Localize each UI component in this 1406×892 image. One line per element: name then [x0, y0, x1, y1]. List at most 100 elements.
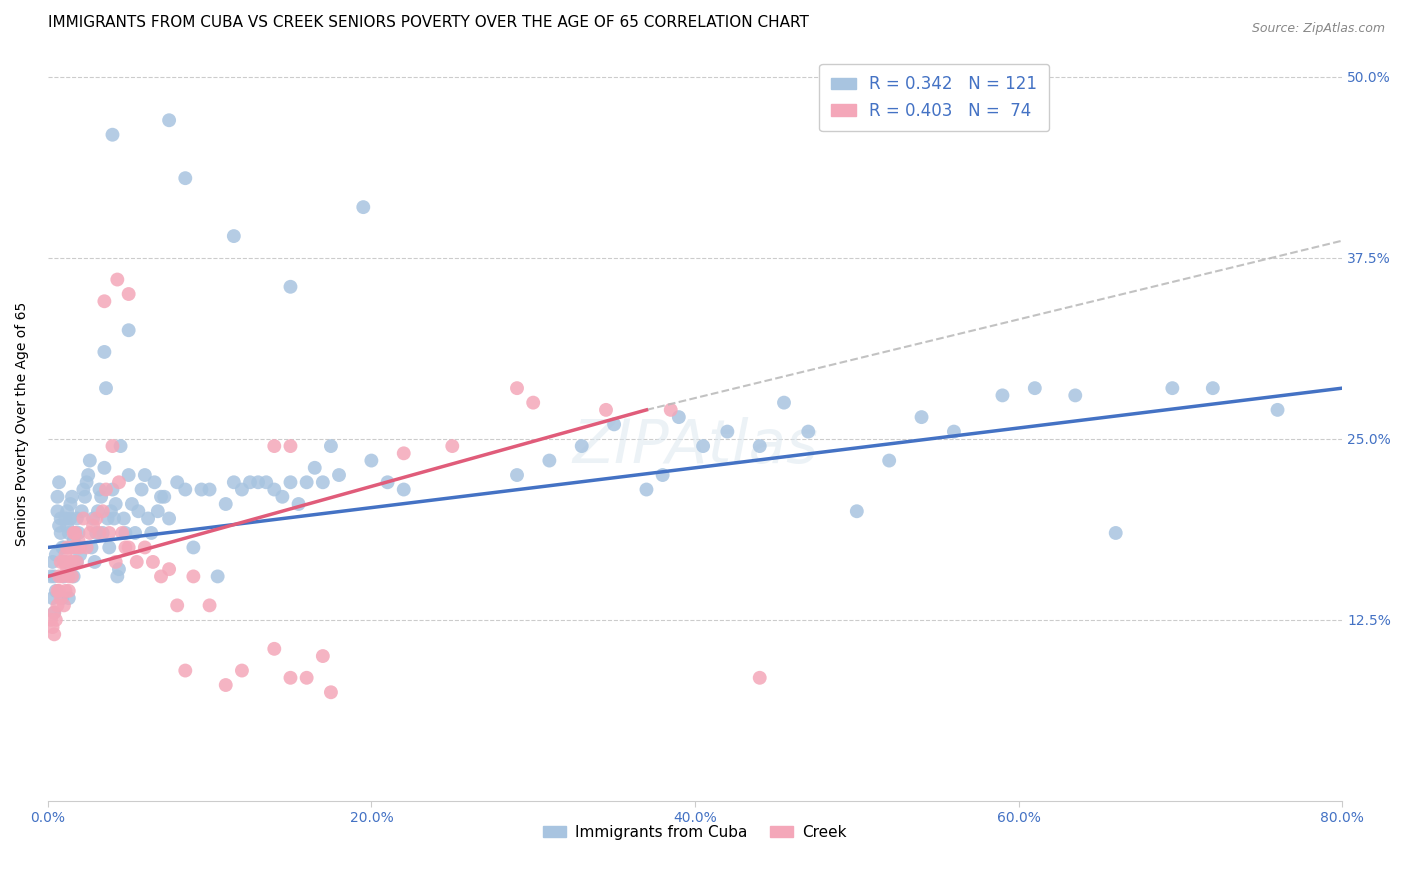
Point: [112, 511, 135, 525]
Point: [39, 569, 62, 583]
Point: [48, 475, 70, 490]
Point: [73, 490, 96, 504]
Point: [377, 475, 399, 490]
Point: [79, 525, 101, 540]
Point: [150, 490, 173, 504]
Point: [65, 525, 87, 540]
Point: [60, 541, 83, 555]
Point: [65, 525, 87, 540]
Point: [52, 599, 75, 613]
Point: [46, 490, 69, 504]
Point: [41, 620, 63, 634]
Point: [328, 468, 350, 483]
Point: [93, 294, 115, 309]
Point: [174, 664, 197, 678]
Point: [125, 555, 148, 569]
Point: [55, 548, 77, 562]
Point: [46, 583, 69, 598]
Point: [280, 280, 302, 294]
Point: [1064, 388, 1087, 402]
Point: [60, 490, 83, 504]
Point: [72, 483, 94, 497]
Point: [45, 548, 67, 562]
Point: [45, 583, 67, 598]
Point: [83, 555, 105, 569]
Point: [52, 569, 75, 583]
Point: [58, 583, 80, 598]
Point: [56, 562, 79, 576]
Point: [1105, 525, 1128, 540]
Point: [76, 475, 98, 490]
Point: [55, 555, 77, 569]
Point: [100, 504, 122, 518]
Point: [153, 490, 176, 504]
Point: [52, 555, 75, 569]
Point: [121, 497, 143, 511]
Point: [797, 425, 820, 439]
Point: [58, 591, 80, 606]
Point: [44, 627, 66, 641]
Point: [44, 606, 66, 620]
Point: [51, 591, 73, 606]
Point: [392, 446, 415, 460]
Point: [910, 410, 932, 425]
Point: [1161, 381, 1184, 395]
Point: [49, 591, 72, 606]
Point: [127, 504, 149, 518]
Point: [280, 475, 302, 490]
Point: [93, 460, 115, 475]
Point: [87, 504, 110, 518]
Point: [51, 569, 73, 583]
Point: [247, 475, 270, 490]
Point: [295, 671, 318, 685]
Point: [69, 541, 91, 555]
Point: [66, 541, 89, 555]
Point: [280, 671, 302, 685]
Point: [51, 541, 73, 555]
Point: [60, 569, 83, 583]
Point: [62, 569, 84, 583]
Point: [62, 555, 84, 569]
Point: [49, 555, 72, 569]
Point: [263, 439, 285, 453]
Point: [157, 113, 180, 128]
Point: [183, 541, 205, 555]
Point: [52, 541, 75, 555]
Point: [773, 395, 796, 409]
Point: [304, 460, 326, 475]
Point: [111, 525, 134, 540]
Point: [263, 483, 285, 497]
Point: [668, 410, 690, 425]
Point: [845, 504, 868, 518]
Point: [98, 525, 121, 540]
Point: [571, 439, 593, 453]
Point: [58, 525, 80, 540]
Point: [143, 475, 166, 490]
Point: [254, 475, 277, 490]
Point: [157, 511, 180, 525]
Point: [198, 483, 221, 497]
Point: [108, 475, 131, 490]
Point: [166, 475, 188, 490]
Point: [215, 678, 238, 692]
Point: [60, 541, 83, 555]
Point: [157, 562, 180, 576]
Point: [59, 497, 82, 511]
Point: [46, 599, 69, 613]
Y-axis label: Seniors Poverty Over the Age of 65: Seniors Poverty Over the Age of 65: [15, 302, 30, 547]
Point: [49, 511, 72, 525]
Point: [72, 511, 94, 525]
Point: [280, 439, 302, 453]
Point: [41, 555, 63, 569]
Point: [118, 323, 141, 337]
Point: [56, 518, 79, 533]
Point: [55, 511, 77, 525]
Point: [103, 511, 125, 525]
Point: [59, 511, 82, 525]
Point: [62, 533, 84, 548]
Point: [84, 525, 107, 540]
Text: Source: ZipAtlas.com: Source: ZipAtlas.com: [1251, 22, 1385, 36]
Point: [48, 569, 70, 583]
Point: [748, 439, 770, 453]
Point: [104, 497, 127, 511]
